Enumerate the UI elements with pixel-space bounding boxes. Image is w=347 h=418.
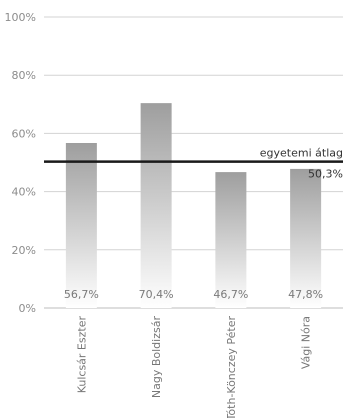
- reference-line-label: egyetemi átlag: [260, 147, 343, 160]
- bar: [290, 168, 322, 308]
- category-label: Kulcsár Eszter: [75, 316, 88, 394]
- bar: [215, 172, 247, 308]
- data-label: 70,4%: [139, 288, 174, 301]
- y-axis-tick-labels: 0% 20% 40% 60% 80% 100%: [5, 11, 36, 315]
- data-labels: 56,7% 70,4% 46,7% 47,8%: [64, 288, 323, 301]
- reference-line-group: egyetemi átlag 50,3%: [44, 147, 343, 181]
- y-tick-label: 100%: [5, 11, 36, 24]
- data-label: 47,8%: [288, 288, 323, 301]
- y-tick-label: 80%: [12, 69, 36, 82]
- data-label: 46,7%: [213, 288, 248, 301]
- bars: [65, 103, 322, 308]
- y-tick-label: 20%: [12, 244, 36, 257]
- reference-line-value: 50,3%: [308, 168, 343, 181]
- y-tick-label: 40%: [12, 186, 36, 199]
- category-label: Nagy Boldizsár: [150, 316, 163, 399]
- category-label: Tóth-Könczey Péter: [225, 316, 238, 418]
- bar: [140, 103, 172, 308]
- x-axis-category-labels: Kulcsár Eszter Nagy Boldizsár Tóth-Könczey…: [75, 316, 312, 418]
- category-label: Vági Nóra: [300, 316, 313, 369]
- data-label: 56,7%: [64, 288, 99, 301]
- bar: [65, 143, 97, 308]
- y-tick-label: 0%: [19, 302, 36, 315]
- y-tick-label: 60%: [12, 127, 36, 140]
